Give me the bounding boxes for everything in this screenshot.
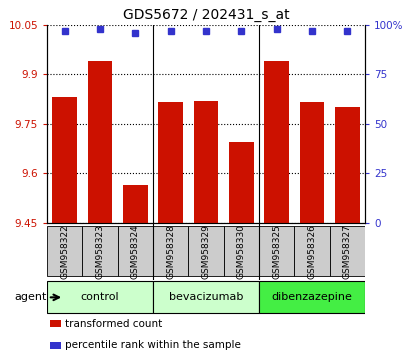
Bar <box>188 227 223 276</box>
Text: GSM958328: GSM958328 <box>166 224 175 279</box>
Bar <box>88 61 112 223</box>
Bar <box>50 320 61 327</box>
Text: dibenzazepine: dibenzazepine <box>271 292 351 302</box>
Bar <box>258 227 294 276</box>
Text: GSM958330: GSM958330 <box>236 224 245 279</box>
Bar <box>294 227 329 276</box>
Text: GSM958324: GSM958324 <box>130 224 139 279</box>
Text: GSM958327: GSM958327 <box>342 224 351 279</box>
Bar <box>47 227 82 276</box>
Bar <box>123 185 147 223</box>
Bar <box>228 142 253 223</box>
Bar <box>82 227 117 276</box>
Bar <box>299 102 324 223</box>
Bar <box>223 227 258 276</box>
Bar <box>193 101 218 223</box>
Text: transformed count: transformed count <box>65 319 162 329</box>
Bar <box>329 227 364 276</box>
Text: agent: agent <box>15 292 47 302</box>
Bar <box>50 342 61 349</box>
Bar <box>258 281 364 313</box>
Title: GDS5672 / 202431_s_at: GDS5672 / 202431_s_at <box>122 8 289 22</box>
Bar <box>158 102 183 223</box>
Text: percentile rank within the sample: percentile rank within the sample <box>65 341 240 350</box>
Bar <box>264 61 288 223</box>
Text: GSM958323: GSM958323 <box>95 224 104 279</box>
Text: GSM958325: GSM958325 <box>272 224 281 279</box>
Text: control: control <box>81 292 119 302</box>
Bar <box>334 107 359 223</box>
Bar <box>117 227 153 276</box>
Text: GSM958322: GSM958322 <box>60 224 69 279</box>
Bar <box>52 97 77 223</box>
Text: bevacizumab: bevacizumab <box>169 292 243 302</box>
Bar <box>47 281 153 313</box>
Text: GSM958329: GSM958329 <box>201 224 210 279</box>
Text: GSM958326: GSM958326 <box>307 224 316 279</box>
Bar <box>153 281 258 313</box>
Bar <box>153 227 188 276</box>
